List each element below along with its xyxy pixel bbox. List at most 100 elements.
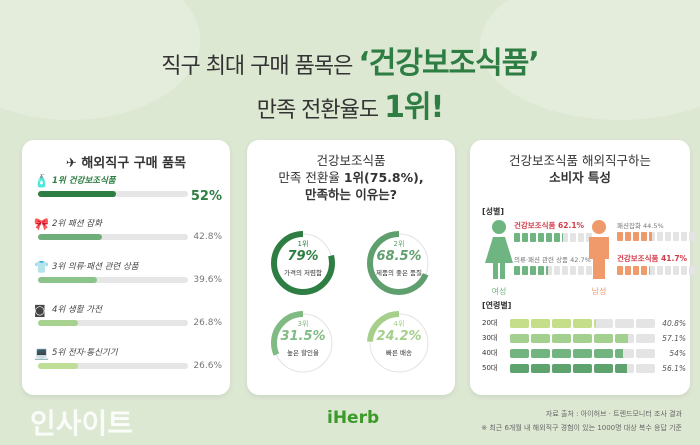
bar-value: 26.8%: [193, 318, 222, 328]
age-label: 50대: [482, 364, 498, 372]
segment: [573, 333, 592, 343]
segment: [538, 266, 544, 275]
bar-fill: [38, 234, 103, 240]
segment: [594, 363, 613, 373]
segment: [573, 363, 592, 373]
age-row: 30대 57.1%: [482, 332, 686, 344]
bar-fill: [38, 320, 79, 326]
title-line: 건강보조식품: [316, 153, 386, 168]
segment: [552, 363, 571, 373]
age-row: 50대 56.1%: [482, 362, 686, 374]
bow-icon: 🎀: [34, 217, 49, 231]
segment: [615, 333, 634, 343]
segment: [617, 232, 623, 241]
segment: [649, 266, 655, 275]
donut-desc: 가격의 저렴함: [284, 269, 322, 277]
bar-item: 🧴 1위 건강보조식품 52%: [34, 174, 222, 204]
segment: [633, 266, 639, 275]
segment-bar: [514, 266, 592, 275]
bar-item: 👕 3위 의류·패션 관련 상품 39.6%: [34, 260, 222, 285]
segment: [657, 266, 663, 275]
gender-item: 의류·패션 관련 상품 42.7%: [514, 254, 592, 275]
segment: [625, 232, 631, 241]
gender-item: 건강보조식품 41.7%: [617, 253, 695, 275]
segment: [573, 318, 592, 328]
segment: [554, 233, 560, 242]
segment: [636, 318, 655, 328]
segment: [531, 348, 550, 358]
segment: [649, 232, 655, 241]
laptop-icon: 💻: [34, 346, 49, 360]
segment: [554, 266, 560, 275]
card-title: 건강보조식품 해외직구하는 소비자 특성: [470, 152, 690, 186]
segment: [552, 318, 571, 328]
segment: [594, 348, 613, 358]
donut-arc: [271, 311, 335, 375]
segment-bar: [617, 266, 695, 275]
male-label: 남성: [591, 287, 607, 296]
segment: [673, 266, 679, 275]
title-bold: 만족하는 이유는?: [304, 187, 398, 202]
segment: [665, 232, 671, 241]
title-bold: 1위(75.8%),: [343, 170, 424, 185]
segment: [531, 363, 550, 373]
plane-icon: ✈: [65, 156, 77, 171]
age-row: 40대 54%: [482, 347, 686, 359]
segment: [625, 266, 631, 275]
gender-item: 건강보조식품 62.1%: [514, 220, 592, 242]
segment: [562, 233, 568, 242]
bar-item: 💻 5위 전자·통신기기 26.6%: [34, 346, 222, 371]
segment: [510, 348, 529, 358]
segment: [617, 266, 623, 275]
segment: [510, 333, 529, 343]
supplement-bottle-icon: 🧴: [34, 174, 49, 188]
bar-label: 👕 3위 의류·패션 관련 상품: [34, 260, 222, 274]
segment: [531, 333, 550, 343]
item-value: 42.7%: [570, 256, 591, 264]
age-value: 57.1%: [662, 333, 686, 343]
donut-rank: 3위: [297, 320, 309, 328]
female-label: 여성: [491, 287, 507, 296]
gender-section-label: [성별]: [482, 207, 505, 216]
donut-value: 79%: [287, 249, 319, 264]
donut-desc: 높은 할인율: [287, 349, 319, 357]
segment-bar: [510, 318, 655, 328]
item-name: 패션잡화: [617, 222, 641, 230]
iherb-logo: iHerb: [327, 408, 380, 428]
bar-fill: [38, 191, 116, 197]
bar-item: 🎀 2위 패션 잡화 42.8%: [34, 217, 222, 242]
bar-category: 2위 패션 잡화: [52, 219, 102, 229]
segment: [552, 348, 571, 358]
headline-line2: 만족 전환율도 1위!: [0, 82, 700, 126]
age-label: 40대: [482, 349, 498, 357]
bar-track: [38, 234, 188, 240]
donut-chart: 1위 79% 가격의 저렴함: [270, 230, 336, 296]
bar-category: 3위 의류·패션 관련 상품: [52, 262, 139, 272]
age-value: 56.1%: [662, 363, 686, 373]
segment: [514, 233, 520, 242]
age-row: 20대 40.8%: [482, 317, 686, 329]
donut-arc: [367, 231, 431, 295]
age-label: 30대: [482, 334, 498, 342]
bar-category: 5위 전자·통신기기: [52, 348, 118, 358]
segment: [615, 363, 634, 373]
donut-value: 31.5%: [280, 329, 326, 344]
bar-label: 🧴 1위 건강보조식품: [34, 174, 222, 188]
title-bold: 소비자 특성: [549, 170, 611, 185]
bar-value: 42.8%: [193, 232, 222, 242]
bar-category: 4위 생활 가전: [52, 305, 102, 315]
segment: [615, 348, 634, 358]
segment: [570, 266, 576, 275]
item-value: 44.5%: [643, 222, 664, 230]
bar-label: 💻 5위 전자·통신기기: [34, 346, 222, 360]
segment: [636, 363, 655, 373]
segment: [562, 266, 568, 275]
donut-chart: 3위 31.5% 높은 할인율: [270, 310, 336, 376]
donut-rank: 1위: [297, 240, 309, 248]
segment: [641, 232, 647, 241]
segment-bar: [617, 232, 695, 241]
donut-desc: 빠른 배송: [386, 349, 412, 357]
bar-fill: [38, 363, 78, 369]
segment: [538, 233, 544, 242]
segment: [689, 232, 695, 241]
